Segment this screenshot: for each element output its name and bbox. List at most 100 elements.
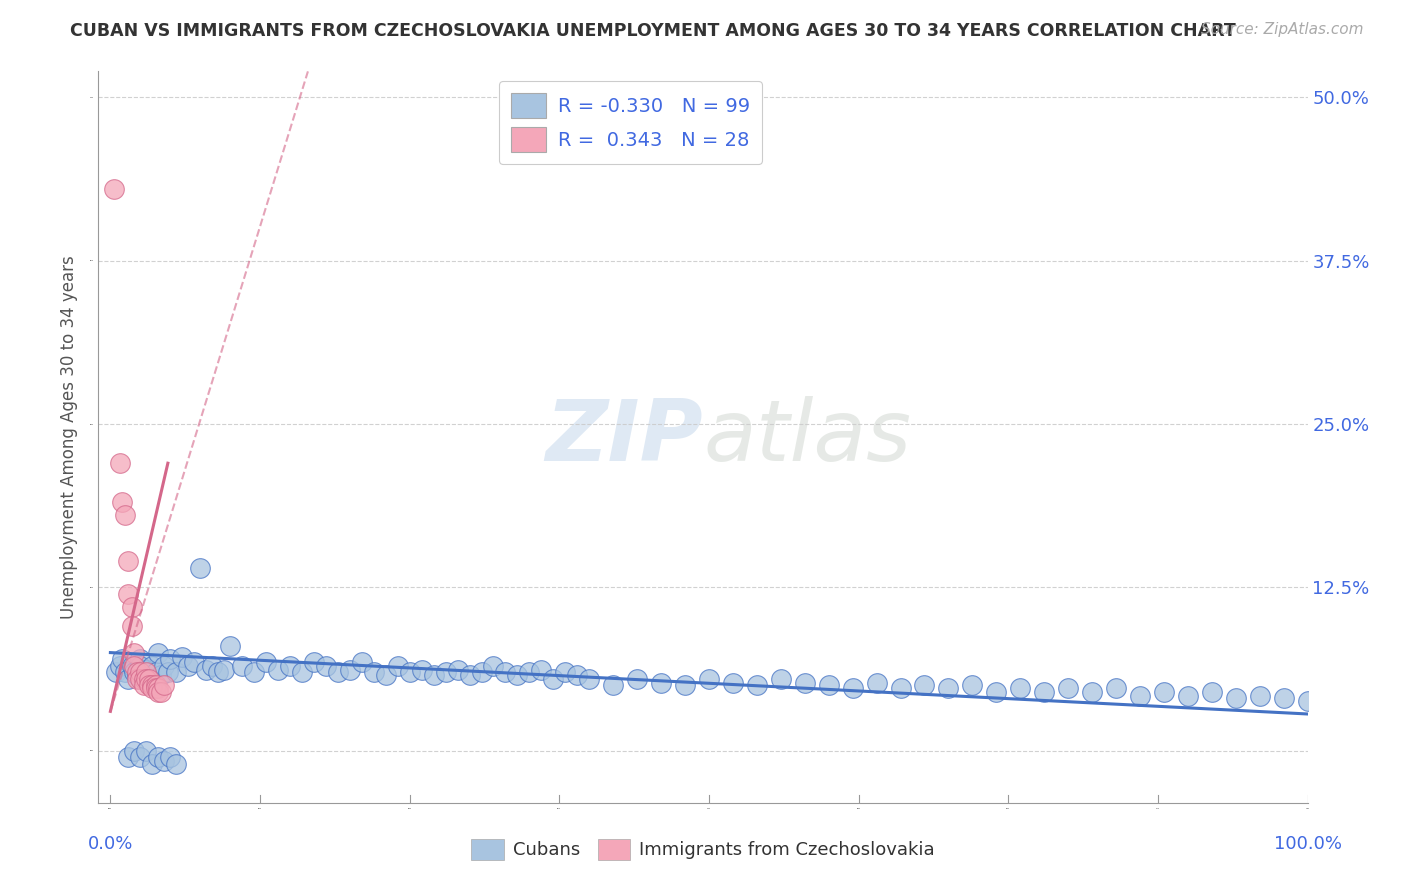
Point xyxy=(156,665,179,680)
Point xyxy=(153,658,176,673)
Point xyxy=(135,665,157,680)
Point xyxy=(114,508,136,523)
Point xyxy=(108,658,131,673)
Point xyxy=(105,665,128,680)
Point xyxy=(165,756,187,771)
Text: 0.0%: 0.0% xyxy=(87,836,134,854)
Point xyxy=(117,554,139,568)
Point xyxy=(207,665,229,680)
Point xyxy=(495,665,517,680)
Point xyxy=(145,681,167,695)
Point xyxy=(138,672,160,686)
Point xyxy=(129,665,152,680)
Point xyxy=(291,665,314,680)
Point xyxy=(165,665,187,680)
Point xyxy=(148,750,170,764)
Point xyxy=(114,665,136,680)
Point xyxy=(243,665,266,680)
Point xyxy=(1201,685,1223,699)
Point xyxy=(231,658,253,673)
Point xyxy=(129,672,152,686)
Point xyxy=(458,667,481,682)
Point xyxy=(153,678,176,692)
Point xyxy=(554,665,576,680)
Point xyxy=(132,667,155,682)
Point xyxy=(149,667,172,682)
Point xyxy=(745,678,768,692)
Point xyxy=(103,182,125,196)
Point xyxy=(446,663,468,677)
Point xyxy=(986,685,1008,699)
Point xyxy=(153,754,176,768)
Point xyxy=(148,646,170,660)
Point xyxy=(219,639,242,653)
Point xyxy=(141,658,163,673)
Point xyxy=(315,658,337,673)
Point xyxy=(530,663,553,677)
Point xyxy=(254,655,277,669)
Point xyxy=(567,667,589,682)
Point xyxy=(159,750,181,764)
Point xyxy=(697,672,720,686)
Point xyxy=(793,675,815,690)
Point xyxy=(124,665,146,680)
Point xyxy=(865,675,887,690)
Point xyxy=(350,655,373,669)
Point xyxy=(129,750,152,764)
Point xyxy=(183,655,205,669)
Point xyxy=(129,658,152,673)
Point xyxy=(1081,685,1104,699)
Point xyxy=(159,652,181,666)
Point xyxy=(121,658,143,673)
Point xyxy=(387,658,409,673)
Point xyxy=(1177,689,1199,703)
Point xyxy=(132,672,155,686)
Point xyxy=(121,619,143,633)
Point xyxy=(602,678,624,692)
Point xyxy=(938,681,960,695)
Point xyxy=(434,665,457,680)
Point xyxy=(138,665,160,680)
Point xyxy=(135,672,157,686)
Text: ZIP: ZIP xyxy=(546,395,703,479)
Point xyxy=(111,652,134,666)
Point xyxy=(1057,681,1080,695)
Point xyxy=(506,667,529,682)
Point xyxy=(124,658,146,673)
Point xyxy=(626,672,648,686)
Point xyxy=(149,685,172,699)
Point xyxy=(302,655,325,669)
Point xyxy=(117,672,139,686)
Point xyxy=(117,587,139,601)
Point xyxy=(769,672,792,686)
Point xyxy=(172,649,194,664)
Point xyxy=(1153,685,1175,699)
Point xyxy=(1249,689,1271,703)
Point xyxy=(470,665,492,680)
Point xyxy=(673,678,696,692)
Point xyxy=(1225,691,1247,706)
Point xyxy=(135,663,157,677)
Point xyxy=(212,663,235,677)
Point xyxy=(914,678,936,692)
Point xyxy=(138,678,160,692)
Legend: Cubans, Immigrants from Czechoslovakia: Cubans, Immigrants from Czechoslovakia xyxy=(464,831,942,867)
Point xyxy=(177,658,200,673)
Point xyxy=(650,675,672,690)
Point xyxy=(145,678,167,692)
Point xyxy=(117,750,139,764)
Point xyxy=(132,678,155,692)
Text: Source: ZipAtlas.com: Source: ZipAtlas.com xyxy=(1201,22,1364,37)
Point xyxy=(817,678,839,692)
Point xyxy=(124,743,146,757)
Point xyxy=(188,560,211,574)
Point xyxy=(841,681,863,695)
Point xyxy=(721,675,744,690)
Point xyxy=(195,663,218,677)
Point xyxy=(108,456,131,470)
Point xyxy=(339,663,361,677)
Point xyxy=(543,672,565,686)
Point xyxy=(411,663,433,677)
Point xyxy=(1010,681,1032,695)
Point xyxy=(141,681,163,695)
